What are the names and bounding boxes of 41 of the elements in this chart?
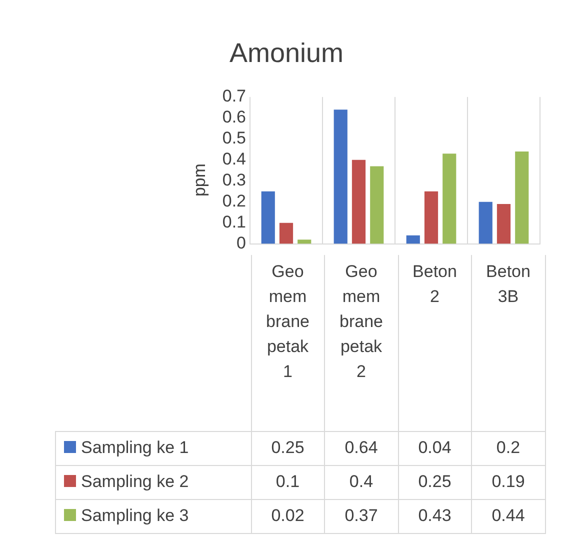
y-tick-label: 0: [236, 233, 246, 252]
data-label: 0.4: [324, 465, 398, 499]
data-label: 0.37: [324, 499, 398, 533]
bar: [298, 240, 312, 244]
data-label: 0.02: [251, 499, 324, 533]
x-tick-label: Geomembrane petak 2: [338, 261, 384, 383]
data-label: 0.64: [324, 431, 398, 465]
legend-label: Sampling ke 1: [81, 438, 189, 457]
legend-label: Sampling ke 2: [81, 472, 189, 491]
bar: [370, 166, 384, 244]
y-tick-label: 0.3: [222, 170, 246, 190]
data-label: 0.1: [251, 465, 324, 499]
bar: [442, 154, 456, 244]
data-label: 0.25: [398, 465, 472, 499]
data-label: 0.19: [472, 465, 545, 499]
bar: [515, 152, 529, 244]
x-tick-label: Geomembrane petak 1: [265, 261, 310, 383]
chart-title: Amonium: [228, 38, 345, 69]
bar: [478, 202, 492, 244]
y-tick-label: 0.2: [222, 192, 246, 211]
bar: [261, 191, 275, 244]
y-tick-label: 0.1: [222, 212, 246, 232]
data-label: 0.44: [472, 499, 545, 533]
bar: [496, 204, 511, 244]
x-tick-label: Beton 3B: [485, 261, 532, 308]
y-tick-label: 0.5: [222, 128, 246, 148]
x-tick-label: Beton 2: [412, 261, 458, 308]
bar: [424, 191, 438, 244]
legend-label: Sampling ke 3: [81, 506, 189, 525]
y-axis-title: ppm: [190, 163, 210, 197]
bar: [279, 222, 294, 244]
bar: [334, 110, 348, 244]
bar: [406, 235, 420, 244]
y-tick-label: 0.6: [222, 108, 246, 127]
bar: [352, 160, 366, 244]
y-tick-label: 0.7: [222, 86, 246, 106]
data-label: 0.43: [398, 499, 472, 533]
data-label: 0.2: [472, 431, 545, 465]
y-tick-label: 0.4: [222, 150, 246, 169]
data-label: 0.25: [251, 431, 324, 465]
data-label: 0.04: [398, 431, 472, 465]
